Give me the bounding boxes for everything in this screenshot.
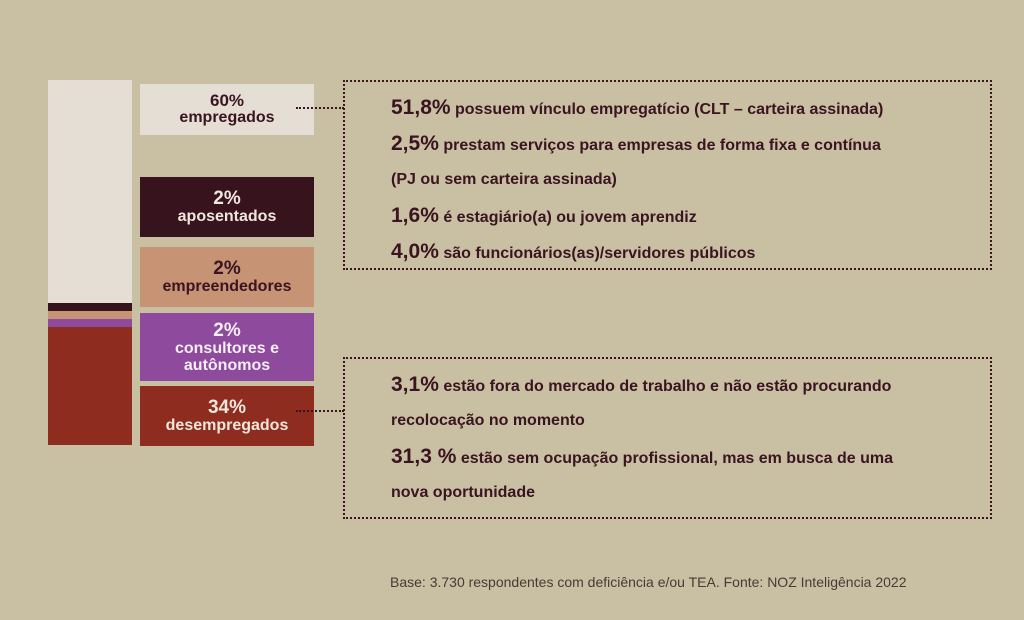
segment-aposentados	[48, 303, 132, 311]
detail-line: nova oportunidade	[391, 475, 990, 511]
label-name: aposentados	[177, 207, 277, 225]
label-aposentados: 2% aposentados	[140, 177, 314, 237]
detail-text: estão sem ocupação profissional, mas em …	[456, 450, 893, 467]
label-desempregados: 34% desempregados	[140, 386, 314, 446]
label-name: empreendedores	[162, 277, 292, 295]
label-empreendedores: 2% empreendedores	[140, 247, 314, 307]
detail-pct: 1,6%	[391, 204, 439, 227]
employed-details-box: 51,8% possuem vínculo empregatício (CLT …	[343, 80, 992, 270]
label-pct: 34%	[207, 396, 247, 418]
detail-text: é estagiário(a) ou jovem aprendiz	[438, 209, 697, 226]
detail-line: 2,5% prestam serviços para empresas de f…	[391, 126, 990, 162]
detail-pct: 31,3 %	[391, 445, 457, 468]
leader-line-desempregados	[296, 410, 344, 412]
detail-line: 1,6% é estagiário(a) ou jovem aprendiz	[391, 198, 990, 234]
segment-desempregados	[48, 327, 132, 445]
label-pct: 60%	[209, 91, 245, 111]
detail-line: 3,1% estão fora do mercado de trabalho e…	[391, 367, 990, 403]
label-pct: 2%	[213, 257, 241, 279]
detail-pct: 4,0%	[391, 240, 439, 263]
label-name: desempregados	[165, 416, 289, 434]
leader-line-empregados	[296, 107, 344, 109]
unemployed-details-box: 3,1% estão fora do mercado de trabalho e…	[343, 357, 992, 519]
label-consultores: 2% consultores e autônomos	[140, 313, 314, 381]
detail-pct: 2,5%	[391, 132, 439, 155]
segment-empregados	[48, 80, 132, 303]
detail-line: 51,8% possuem vínculo empregatício (CLT …	[391, 90, 990, 126]
label-empregados: 60% empregados	[140, 84, 314, 135]
detail-text: (PJ ou sem carteira assinada)	[391, 171, 617, 188]
detail-text: recolocação no momento	[391, 412, 585, 429]
label-pct: 2%	[213, 320, 241, 342]
detail-line: (PJ ou sem carteira assinada)	[391, 162, 990, 198]
detail-line: 4,0% são funcionários(as)/servidores púb…	[391, 234, 990, 270]
detail-pct: 51,8%	[391, 96, 451, 119]
segment-consultores	[48, 319, 132, 327]
detail-line: 31,3 % estão sem ocupação profissional, …	[391, 439, 990, 475]
detail-pct: 3,1%	[391, 373, 439, 396]
detail-text: nova oportunidade	[391, 484, 535, 501]
label-pct: 2%	[213, 187, 241, 209]
detail-text: estão fora do mercado de trabalho e não …	[438, 378, 892, 395]
source-footnote: Base: 3.730 respondentes com deficiência…	[390, 574, 907, 590]
label-name: empregados	[179, 109, 275, 127]
segment-empreendedores	[48, 311, 132, 319]
stacked-bar	[48, 80, 132, 445]
label-name: autônomos	[183, 356, 271, 374]
detail-line: recolocação no momento	[391, 403, 990, 439]
detail-text: prestam serviços para empresas de forma …	[438, 137, 881, 154]
detail-text: possuem vínculo empregatício (CLT – cart…	[450, 101, 884, 118]
label-name: consultores e	[174, 339, 280, 357]
detail-text: são funcionários(as)/servidores públicos	[438, 245, 756, 262]
